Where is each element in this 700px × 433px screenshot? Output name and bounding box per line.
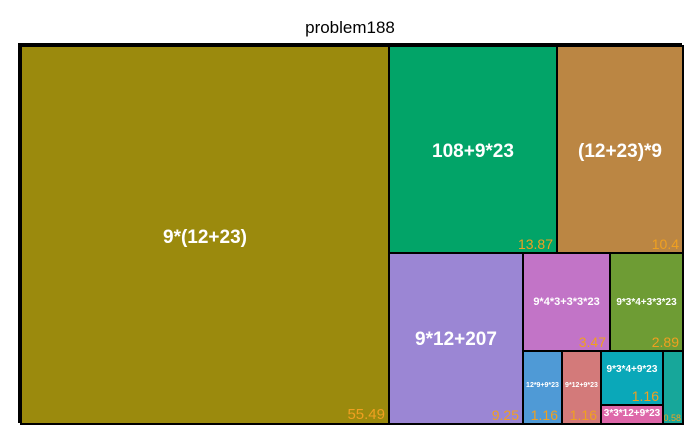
treemap-cell: 9*3*4+9*23 1.16 (600, 350, 664, 406)
cell-value: 1.16 (569, 407, 597, 423)
treemap-cell: 108+9*23 13.87 (388, 45, 558, 254)
cell-label: 9*3*4+3*3*23 (616, 297, 677, 308)
cell-label: 9*12+207 (415, 329, 497, 350)
cell-value: 55.49 (347, 406, 385, 423)
cell-value: 10.4 (651, 236, 679, 252)
cell-value: 9.25 (491, 407, 519, 423)
treemap-cell: (12+23)*9 10.4 (556, 45, 684, 254)
cell-label: 108+9*23 (432, 141, 514, 162)
cell-label: 9*(12+23) (163, 227, 247, 248)
chart-title: problem188 (305, 18, 395, 37)
cell-label: (12+23)*9 (578, 141, 662, 162)
treemap-cell: 12*9+9*23 1.16 (522, 350, 563, 425)
cell-label: 9*12+9*23 (565, 382, 598, 389)
treemap-cell: 9*12+9*23 1.16 (561, 350, 602, 425)
cell-label: 9*4*3+3*3*23 (533, 296, 600, 308)
cell-label: 9*3*4+9*23 (606, 364, 658, 375)
treemap-cell: 9*12+207 9.25 (388, 252, 524, 425)
cell-label: 3*3*12+9*23 (603, 408, 661, 419)
treemap-cell: 9*3*4+3*3*23 2.89 (609, 252, 684, 352)
treemap-cell: 9*4*3+3*3*23 3.47 (522, 252, 611, 352)
cell-value: 2.89 (651, 334, 679, 350)
treemap: 9*(12+23) 55.49 108+9*23 13.87 (12+23)*9 10.4… (18, 43, 684, 425)
cell-value: 0.58 (663, 413, 681, 423)
treemap-cell: 9*(12+23) 55.49 (20, 45, 390, 425)
cell-label: 12*9+9*23 (526, 382, 559, 389)
treemap-cell: 0.58 (662, 350, 684, 425)
cell-value: 13.87 (517, 236, 553, 252)
treemap-cell: 3*3*12+9*23 (600, 404, 664, 425)
cell-value: 1.16 (530, 407, 558, 423)
cell-value: 3.47 (578, 334, 606, 350)
cell-value: 1.16 (631, 388, 659, 404)
